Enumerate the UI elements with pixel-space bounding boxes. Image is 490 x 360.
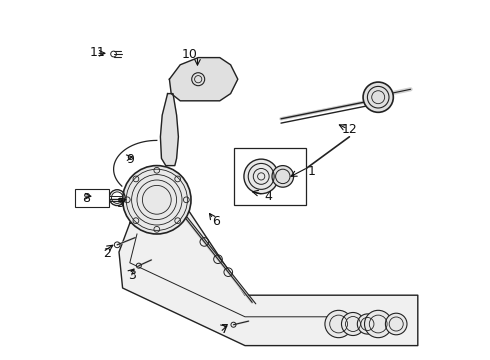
- Circle shape: [272, 166, 294, 187]
- Circle shape: [122, 166, 191, 234]
- Text: 11: 11: [90, 46, 105, 59]
- Text: 8: 8: [83, 192, 91, 204]
- Circle shape: [363, 82, 393, 112]
- Text: 2: 2: [103, 247, 111, 260]
- Text: 12: 12: [342, 123, 357, 136]
- Text: 4: 4: [265, 190, 272, 203]
- Polygon shape: [119, 209, 418, 346]
- Text: 10: 10: [181, 48, 197, 60]
- Text: 9: 9: [126, 153, 134, 166]
- Circle shape: [325, 310, 352, 338]
- Circle shape: [386, 313, 407, 335]
- Text: 3: 3: [128, 269, 136, 282]
- Text: 7: 7: [221, 323, 229, 336]
- FancyBboxPatch shape: [74, 189, 109, 207]
- Text: 6: 6: [212, 215, 220, 228]
- Circle shape: [342, 312, 365, 336]
- Text: 1: 1: [308, 165, 316, 177]
- Circle shape: [244, 159, 278, 194]
- Polygon shape: [160, 94, 178, 166]
- Circle shape: [365, 310, 392, 338]
- Bar: [234, 148, 306, 205]
- Circle shape: [357, 314, 377, 334]
- Polygon shape: [170, 58, 238, 101]
- Text: 5: 5: [117, 197, 125, 210]
